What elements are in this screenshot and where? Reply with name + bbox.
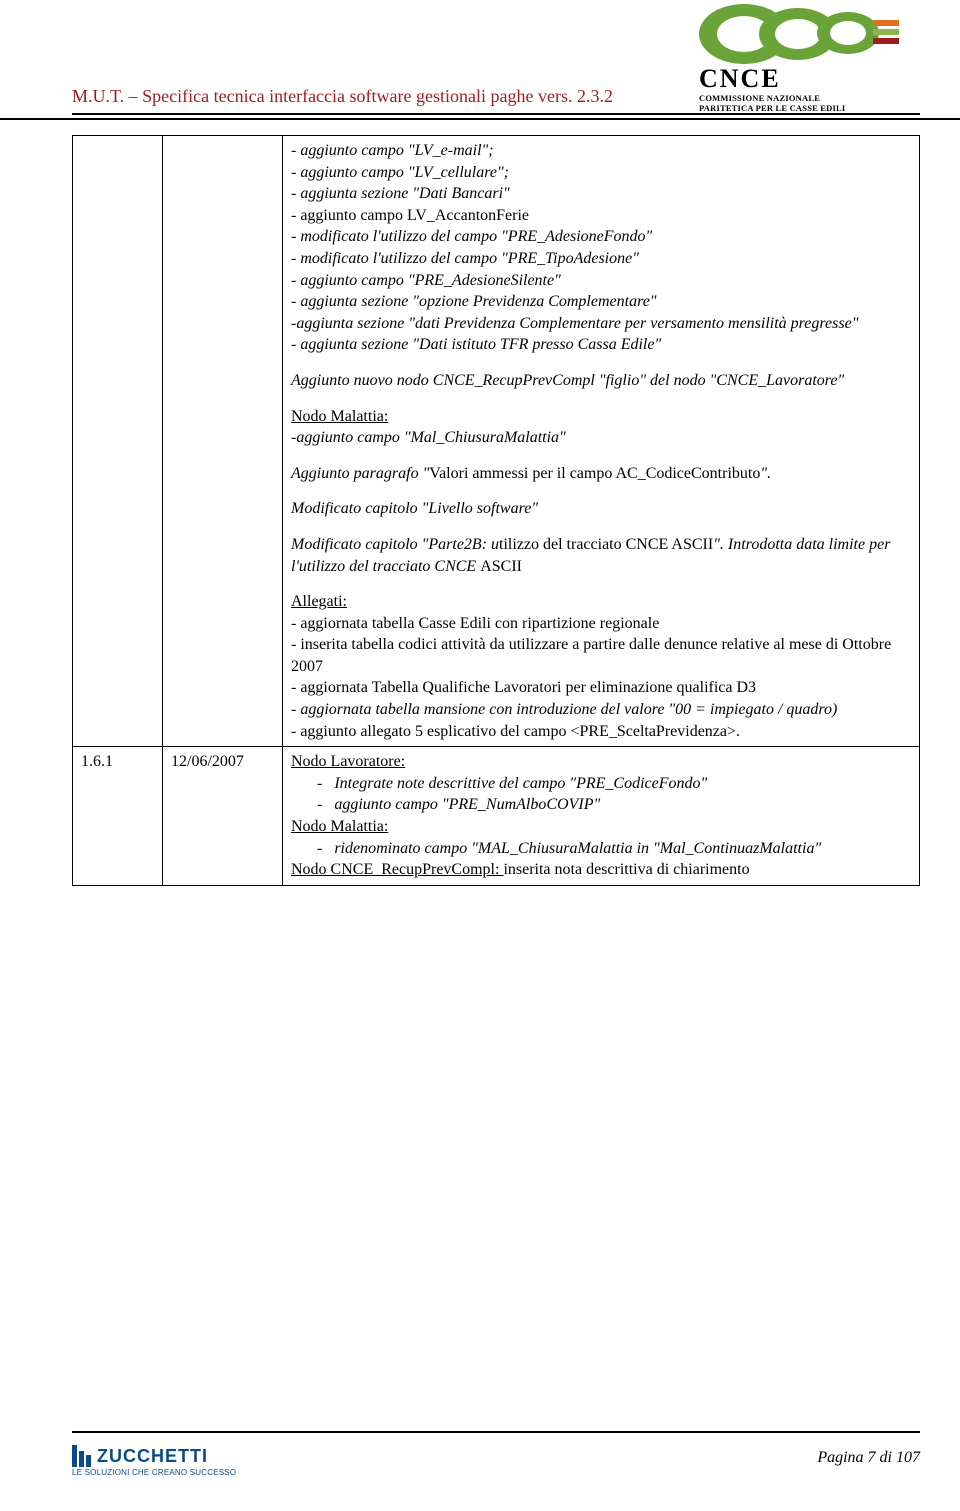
page-header: CNCE COMMISSIONE NAZIONALE PARITETICA PE…	[0, 0, 960, 120]
table-row: - aggiunto campo "LV_e-mail";- aggiunto …	[73, 136, 920, 747]
cnce-logo-mark	[699, 4, 909, 66]
cnce-logo: CNCE COMMISSIONE NAZIONALE PARITETICA PE…	[685, 4, 920, 114]
allegati-item-italic: - aggiornata tabella mansione con introd…	[291, 699, 911, 721]
para-livello-software: Modificato capitolo "Livello software"	[291, 498, 911, 520]
cnce-logo-subtitle: COMMISSIONE NAZIONALE PARITETICA PER LE …	[699, 94, 920, 114]
change-item: - modificato l'utilizzo del campo "PRE_A…	[291, 226, 911, 248]
allegati-item: - aggiornata Tabella Qualifiche Lavorato…	[291, 677, 911, 699]
heading-nodo-malattia-2: Nodo Malattia:	[291, 816, 911, 838]
cell-version-empty	[73, 136, 163, 747]
cell-description: - aggiunto campo "LV_e-mail";- aggiunto …	[283, 136, 920, 747]
cell-date-empty	[163, 136, 283, 747]
page-content: - aggiunto campo "LV_e-mail";- aggiunto …	[72, 135, 920, 1416]
page-footer: ZUCCHETTI LE SOLUZIONI CHE CREANO SUCCES…	[0, 1431, 960, 1511]
allegati-item: - inserita tabella codici attività da ut…	[291, 634, 911, 677]
zucchetti-brand: ZUCCHETTI	[97, 1446, 208, 1467]
change-item: - aggiunto campo "LV_cellulare";	[291, 162, 911, 184]
zucchetti-tagline: LE SOLUZIONI CHE CREANO SUCCESSO	[72, 1468, 236, 1477]
para-nodo-malattia: Nodo Malattia: -aggiunto campo "Mal_Chiu…	[291, 406, 911, 449]
cell-version: 1.6.1	[73, 747, 163, 886]
document-title: M.U.T. – Specifica tecnica interfaccia s…	[72, 86, 613, 107]
page-number: Pagina 7 di 107	[817, 1449, 920, 1467]
zucchetti-logo: ZUCCHETTI LE SOLUZIONI CHE CREANO SUCCES…	[72, 1445, 236, 1477]
change-item: -aggiunta sezione "dati Previdenza Compl…	[291, 313, 911, 335]
heading-nodo-malattia: Nodo Malattia:	[291, 406, 911, 428]
para-allegati: Allegati: - aggiornata tabella Casse Edi…	[291, 591, 911, 742]
bullet-item: - aggiunto campo "PRE_NumAlboCOVIP"	[291, 794, 911, 816]
allegati-list: - aggiornata tabella Casse Edili con rip…	[291, 613, 911, 699]
allegati-item: - aggiornata tabella Casse Edili con rip…	[291, 613, 911, 635]
change-item: - aggiunto campo "LV_e-mail";	[291, 140, 911, 162]
heading-nodo-lavoratore: Nodo Lavoratore:	[291, 751, 911, 773]
line-recup: Nodo CNCE_RecupPrevCompl: inserita nota …	[291, 859, 911, 881]
line-mal-chiusura: -aggiunto campo "Mal_ChiusuraMalattia"	[291, 427, 911, 449]
footer-rule	[72, 1431, 920, 1433]
revision-table: - aggiunto campo "LV_e-mail";- aggiunto …	[72, 135, 920, 886]
zucchetti-bars-icon	[72, 1445, 91, 1467]
change-item: - aggiunta sezione "Dati istituto TFR pr…	[291, 334, 911, 356]
para-new-node: Aggiunto nuovo nodo CNCE_RecupPrevCompl …	[291, 370, 911, 392]
para-parte2b: Modificato capitolo "Parte2B: utilizzo d…	[291, 534, 911, 577]
cell-date: 12/06/2007	[163, 747, 283, 886]
header-rule	[72, 113, 920, 115]
bullet-item: - ridenominato campo "MAL_ChiusuraMalatt…	[291, 838, 911, 860]
heading-allegati: Allegati:	[291, 591, 911, 613]
allegati-item-tail: - aggiunto allegato 5 esplicativo del ca…	[291, 721, 911, 743]
cell-description: Nodo Lavoratore: - Integrate note descri…	[283, 747, 920, 886]
change-item: - modificato l'utilizzo del campo "PRE_T…	[291, 248, 911, 270]
change-list: - aggiunto campo "LV_e-mail";- aggiunto …	[291, 140, 911, 356]
bullet-item: - Integrate note descrittive del campo "…	[291, 773, 911, 795]
para-aggiunto-paragrafo: Aggiunto paragrafo "Valori ammessi per i…	[291, 463, 911, 485]
table-row: 1.6.1 12/06/2007 Nodo Lavoratore: - Inte…	[73, 747, 920, 886]
change-item: - aggiunto campo LV_AccantonFerie	[291, 205, 911, 227]
change-item: - aggiunto campo "PRE_AdesioneSilente"	[291, 270, 911, 292]
cnce-logo-text: CNCE	[699, 64, 920, 94]
change-item: - aggiunta sezione "Dati Bancari"	[291, 183, 911, 205]
change-item: - aggiunta sezione "opzione Previdenza C…	[291, 291, 911, 313]
